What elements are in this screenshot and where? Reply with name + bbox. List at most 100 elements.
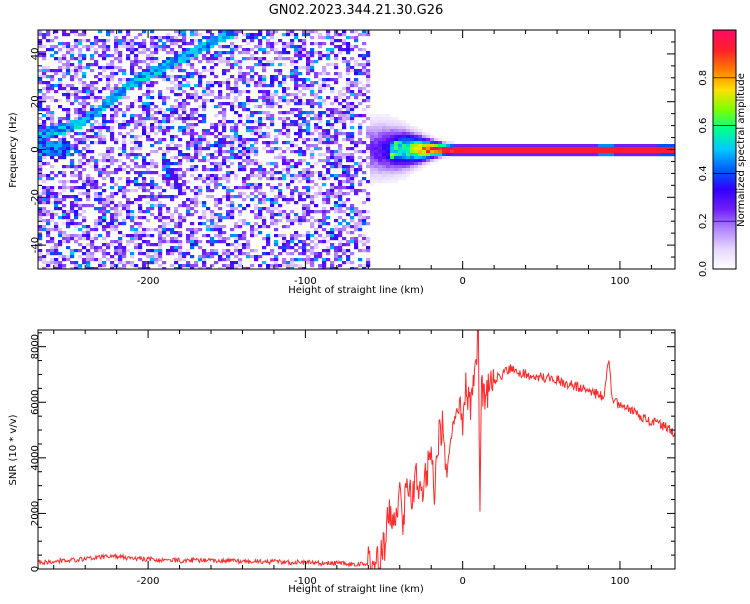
heatmap-cell-2655 bbox=[278, 213, 283, 217]
heatmap-cell-1773 bbox=[194, 141, 199, 145]
heatmap-cell-3085 bbox=[318, 210, 323, 214]
heatmap-cell-2616 bbox=[274, 213, 279, 217]
heatmap-cell-3373 bbox=[346, 84, 351, 88]
heatmap-cell-471 bbox=[78, 54, 83, 58]
heatmap-cell-108 bbox=[46, 69, 51, 73]
heatmap-cell-2308 bbox=[246, 57, 251, 61]
heatmap-cell-446 bbox=[74, 168, 79, 172]
heatmap-cell-3392 bbox=[346, 171, 351, 175]
heatmap-cell-2537 bbox=[266, 225, 271, 229]
heatmap-cell-3981 bbox=[502, 144, 507, 148]
heatmap-cell-1243 bbox=[146, 168, 151, 172]
heatmap-cell-2147 bbox=[230, 87, 235, 91]
heatmap-cell-1812 bbox=[198, 120, 203, 124]
heatmap-cell-994 bbox=[122, 222, 127, 226]
heatmap-cell-2857 bbox=[298, 153, 303, 157]
heatmap-cell-2321 bbox=[246, 120, 251, 124]
heatmap-cell-2571 bbox=[270, 171, 275, 175]
heatmap-cell-2929 bbox=[306, 66, 311, 70]
heatmap-cell-2175 bbox=[230, 243, 235, 247]
heatmap-cell-3946 bbox=[466, 147, 471, 151]
heatmap-cell-844 bbox=[110, 132, 115, 136]
heatmap-cell-3723 bbox=[390, 120, 395, 124]
heatmap-cell-3074 bbox=[318, 138, 323, 142]
heatmap-cell-1617 bbox=[178, 255, 183, 259]
heatmap-cell-2349 bbox=[250, 54, 255, 58]
heatmap-cell-3016 bbox=[310, 264, 315, 268]
heatmap-cell-1563 bbox=[174, 258, 179, 262]
heatmap-cell-507 bbox=[78, 228, 83, 232]
heatmap-cell-719 bbox=[98, 201, 103, 205]
heatmap-cell-148 bbox=[46, 252, 51, 256]
heatmap-cell-966 bbox=[122, 72, 127, 76]
heatmap-cell-997 bbox=[122, 249, 127, 253]
heatmap-cell-832 bbox=[110, 90, 115, 94]
heatmap-cell-2364 bbox=[250, 147, 255, 151]
heatmap-cell-4123 bbox=[642, 150, 647, 154]
heatmap-cell-1559 bbox=[174, 237, 179, 241]
heatmap-cell-1916 bbox=[206, 255, 211, 259]
heatmap-cell-2480 bbox=[262, 96, 267, 100]
heatmap-cell-627 bbox=[90, 129, 95, 133]
heatmap-cell-2431 bbox=[258, 75, 263, 79]
heatmap-cell-1657 bbox=[182, 219, 187, 223]
heatmap-cell-950 bbox=[118, 231, 123, 235]
heatmap-cell-1172 bbox=[142, 30, 147, 34]
heatmap-cell-2889 bbox=[302, 93, 307, 97]
heatmap-cell-1495 bbox=[170, 126, 175, 130]
heatmap-cell-2297 bbox=[242, 234, 247, 238]
heatmap-cell-1252 bbox=[146, 228, 151, 232]
heatmap-cell-568 bbox=[86, 84, 91, 88]
heatmap-cell-798 bbox=[106, 120, 111, 124]
heatmap-cell-2544 bbox=[266, 267, 271, 269]
heatmap-cell-2534 bbox=[266, 198, 271, 202]
heatmap-cell-1452 bbox=[166, 129, 171, 133]
heatmap-cell-4009 bbox=[530, 144, 535, 148]
heatmap-cell-3856 bbox=[418, 132, 423, 136]
heatmap-cell-458 bbox=[74, 225, 79, 229]
heatmap-cell-893 bbox=[114, 138, 119, 142]
heatmap-cell-351 bbox=[66, 129, 71, 133]
heatmap-cell-2807 bbox=[294, 108, 299, 112]
heatmap-cell-377 bbox=[70, 51, 75, 55]
heatmap-cell-2203 bbox=[234, 153, 239, 157]
heatmap-cell-2679 bbox=[282, 123, 287, 127]
heatmap-cell-4008 bbox=[526, 153, 531, 157]
heatmap-cell-2615 bbox=[274, 207, 279, 211]
heatmap-cell-1770 bbox=[194, 123, 199, 127]
heatmap-cell-2354 bbox=[250, 78, 255, 82]
heatmap-cell-2267 bbox=[242, 51, 247, 55]
heatmap-cell-1685 bbox=[186, 153, 191, 157]
heatmap-cell-4 bbox=[38, 45, 43, 49]
heatmap-cell-166 bbox=[50, 123, 55, 127]
heatmap-cell-538 bbox=[82, 132, 87, 136]
heatmap-cell-985 bbox=[122, 162, 127, 166]
heatmap-cell-936 bbox=[118, 132, 123, 136]
heatmap-cell-1628 bbox=[182, 54, 187, 58]
heatmap-cell-133 bbox=[46, 186, 51, 190]
heatmap-cell-1987 bbox=[214, 183, 219, 187]
heatmap-cell-3741 bbox=[390, 174, 395, 178]
heatmap-cell-1100 bbox=[134, 126, 139, 130]
heatmap-cell-2481 bbox=[262, 99, 267, 103]
heatmap-cell-2700 bbox=[282, 246, 287, 250]
snr-series-line bbox=[38, 330, 675, 569]
heatmap-cell-375 bbox=[70, 45, 75, 49]
heatmap-cell-3885 bbox=[426, 144, 431, 148]
heatmap-cell-1080 bbox=[130, 252, 135, 256]
heatmap-cell-837 bbox=[110, 105, 115, 109]
heatmap-cell-1409 bbox=[162, 129, 167, 133]
heatmap-cell-444 bbox=[74, 150, 79, 154]
heatmap-cell-2790 bbox=[294, 45, 299, 49]
heatmap-cell-2626 bbox=[274, 264, 279, 268]
heatmap-cell-3128 bbox=[322, 222, 327, 226]
heatmap-cell-63 bbox=[42, 72, 47, 76]
heatmap-cell-3456 bbox=[350, 267, 355, 269]
heatmap-cell-2485 bbox=[262, 123, 267, 127]
heatmap-cell-2828 bbox=[294, 243, 299, 247]
heatmap-cell-3204 bbox=[330, 153, 335, 157]
heatmap-cell-17 bbox=[38, 117, 43, 121]
heatmap-cell-1075 bbox=[130, 225, 135, 229]
heatmap-cell-1194 bbox=[142, 132, 147, 136]
heatmap-cell-1669 bbox=[186, 72, 191, 76]
